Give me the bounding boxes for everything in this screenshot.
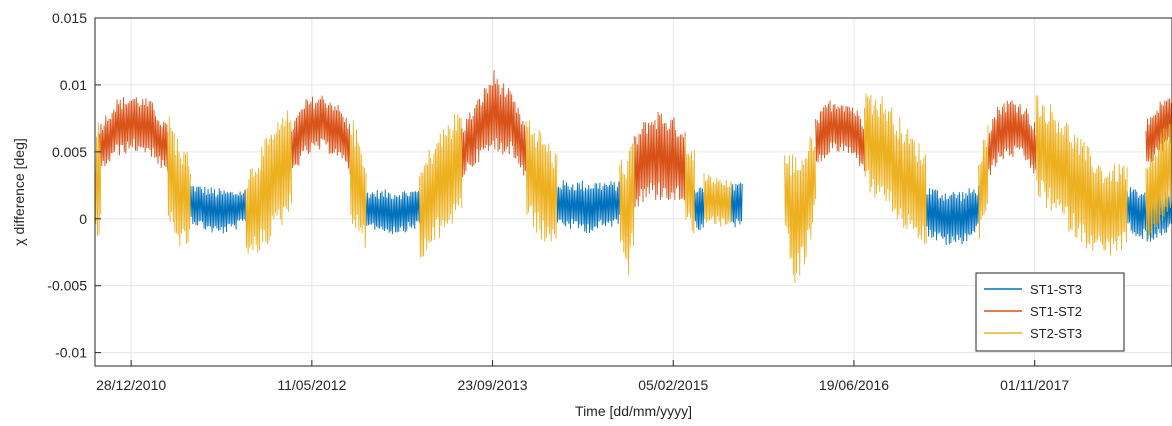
series-segment (703, 173, 732, 227)
series-segment (619, 143, 635, 276)
series-segment (633, 111, 686, 208)
legend-label: ST2-ST3 (1030, 326, 1082, 341)
legend-box (975, 272, 1125, 352)
series-segment (461, 70, 527, 178)
x-tick-label: 01/11/2017 (1000, 377, 1069, 393)
x-tick-label: 11/05/2012 (277, 377, 346, 393)
series-st1-st2 (98, 70, 1172, 208)
legend-label: ST1-ST2 (1030, 304, 1082, 319)
x-tick-label: 19/06/2016 (819, 377, 889, 393)
series-segment (987, 100, 1037, 175)
y-tick-label: -0.01 (55, 345, 87, 361)
y-tick-label: 0 (79, 211, 87, 227)
series-segment (863, 93, 927, 244)
y-tick-label: 0.015 (52, 10, 87, 26)
series-segment (189, 185, 247, 234)
series-segment (730, 182, 743, 228)
axes-box (94, 17, 1172, 367)
tick-layer: -0.01 -0.005 0 0.005 0.01 0.015 28/12/2010 11/0… (47, 10, 1069, 393)
series-segment (525, 120, 558, 242)
series-st1-st3 (189, 180, 1172, 246)
series-segment (784, 136, 817, 283)
series-segment (167, 116, 191, 247)
series-segment (95, 122, 102, 236)
x-tick-label: 23/09/2013 (458, 377, 528, 393)
series-segment (245, 110, 293, 254)
series-segment (978, 124, 989, 240)
series-segment (815, 100, 865, 171)
series-segment (684, 136, 696, 234)
x-tick-label: 05/02/2015 (638, 377, 708, 393)
series-segment (291, 95, 351, 174)
y-tick-label: 0.005 (52, 144, 87, 160)
series-layer (95, 70, 1172, 283)
legend: ST1-ST3 ST1-ST2 ST2-ST3 (975, 272, 1125, 352)
series-segment (365, 189, 420, 235)
series-st2-st3 (95, 93, 1172, 283)
x-tick-label: 28/12/2010 (96, 377, 166, 393)
series-segment (419, 113, 463, 258)
y-tick-label: -0.005 (47, 278, 87, 294)
y-axis-label: χ difference [deg] (11, 138, 27, 246)
series-segment (1145, 124, 1172, 240)
x-axis-label: Time [dd/mm/yyyy] (575, 403, 692, 419)
series-segment (556, 180, 621, 233)
series-segment (349, 120, 367, 248)
y-tick-label: 0.01 (60, 77, 87, 93)
series-segment (1035, 95, 1128, 256)
series-segment (1145, 98, 1172, 162)
legend-label: ST1-ST3 (1030, 282, 1082, 297)
series-segment (925, 185, 980, 246)
series-segment (98, 97, 169, 172)
series-segment (694, 187, 705, 231)
